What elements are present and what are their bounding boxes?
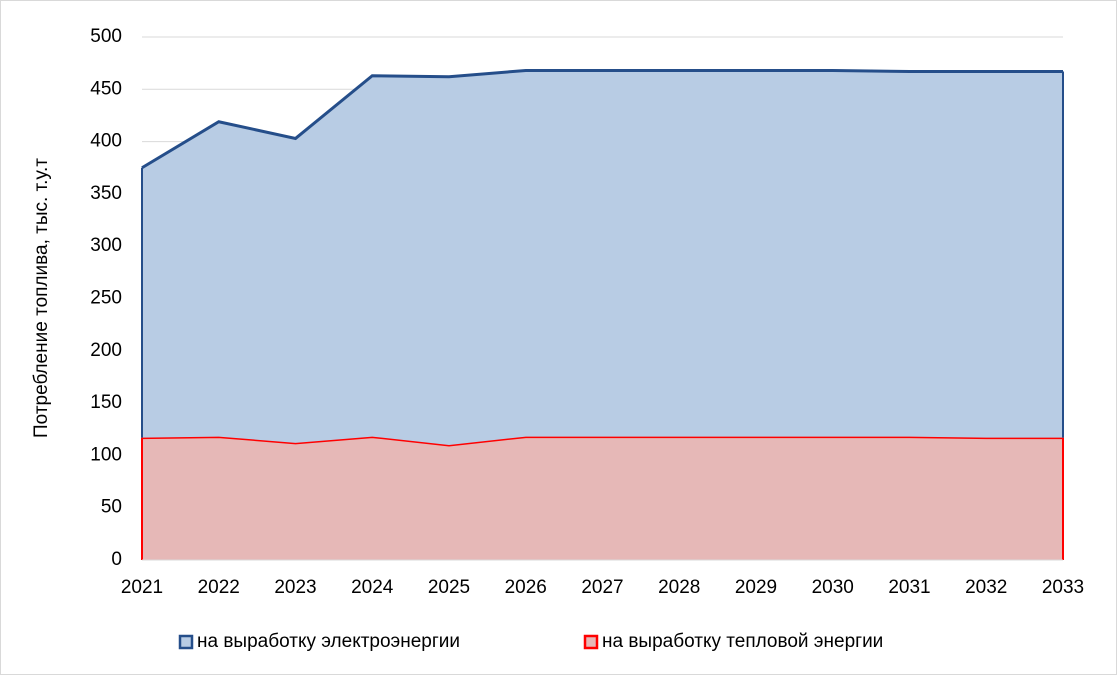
x-tick-label: 2023 xyxy=(274,577,316,598)
x-tick-label: 2021 xyxy=(121,577,163,598)
x-tick-label: 2022 xyxy=(198,577,240,598)
x-tick-label: 2031 xyxy=(888,577,930,598)
x-tick-label: 2033 xyxy=(1042,577,1084,598)
x-tick-label: 2028 xyxy=(658,577,700,598)
area-fill xyxy=(142,436,1063,560)
x-tick-label: 2024 xyxy=(351,577,394,598)
y-tick-label: 300 xyxy=(90,235,122,256)
y-tick-label: 200 xyxy=(90,340,122,361)
y-tick-label: 0 xyxy=(111,549,122,570)
legend-swatch xyxy=(583,634,599,650)
x-tick-label: 2032 xyxy=(965,577,1007,598)
y-axis-label: Потребление топлива, тыс. т.у.т xyxy=(31,158,52,438)
y-tick-label: 450 xyxy=(90,78,122,99)
area-fill xyxy=(142,70,1063,445)
x-tick-label: 2027 xyxy=(581,577,623,598)
x-tick-label: 2025 xyxy=(428,577,470,598)
x-tick-label: 2030 xyxy=(812,577,854,598)
y-tick-label: 350 xyxy=(90,183,122,204)
y-tick-label: 500 xyxy=(90,26,122,47)
legend-label: на выработку тепловой энергии xyxy=(602,631,883,652)
x-tick-label: 2026 xyxy=(505,577,547,598)
y-tick-label: 50 xyxy=(101,497,122,518)
legend-label: на выработку электроэнергии xyxy=(197,631,460,652)
y-tick-label: 250 xyxy=(90,288,122,309)
x-tick-label: 2029 xyxy=(735,577,777,598)
y-tick-label: 150 xyxy=(90,392,122,413)
area-line xyxy=(141,68,1063,170)
y-tick-label: 100 xyxy=(90,444,122,465)
y-tick-label: 400 xyxy=(90,131,122,152)
legend-swatch xyxy=(178,634,194,650)
